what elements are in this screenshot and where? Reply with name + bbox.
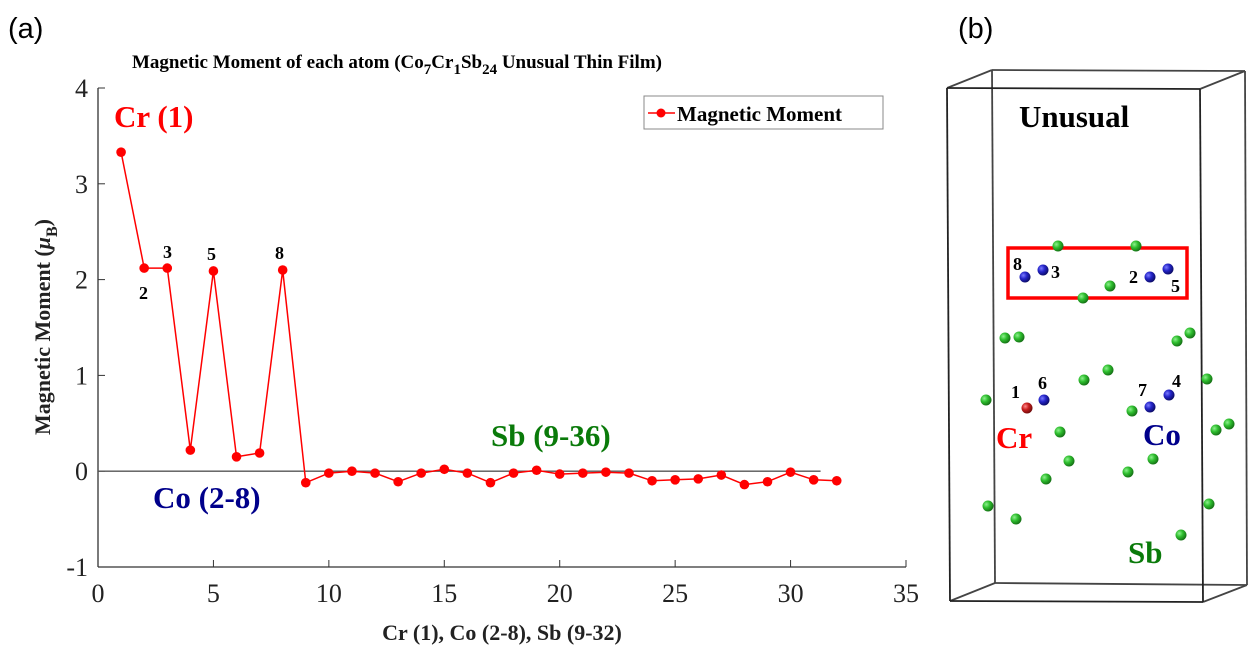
x-tick-label: 5 [207, 579, 220, 608]
unit-cell-box [946, 69, 1248, 603]
x-ticks: 0 5 10 15 20 25 30 35 [92, 560, 919, 608]
data-point [277, 265, 288, 275]
y-ticks: -1 0 1 2 3 4 [66, 74, 105, 582]
data-point [485, 477, 496, 488]
y-tick-label: 1 [75, 361, 88, 390]
x-axis-label: Cr (1), Co (2-8), Sb (9-32) [382, 620, 622, 645]
y-tick-label: -1 [66, 553, 88, 582]
data-point [393, 476, 403, 487]
data-point [324, 468, 334, 478]
x-tick-label: 25 [662, 579, 688, 608]
structure-title: Unusual [1019, 99, 1130, 134]
x-tick-label: 35 [893, 579, 919, 608]
annotation-co: Co (2-8) [153, 480, 261, 515]
atom-label-2: 2 [1129, 267, 1138, 287]
highlight-box [1006, 246, 1189, 300]
y-tick-label: 2 [75, 266, 88, 295]
data-point [601, 467, 611, 477]
legend: Magnetic Moment [643, 95, 884, 130]
data-point [531, 465, 542, 476]
atom-label-6: 6 [1038, 373, 1047, 393]
data-point [300, 477, 311, 488]
x-tick-label: 0 [92, 579, 105, 608]
legend-marker-icon [656, 108, 666, 118]
data-point [762, 476, 773, 487]
data-point [254, 448, 265, 458]
data-point [162, 263, 173, 273]
annotation-sb: Sb (9-36) [491, 418, 611, 453]
structure-b: Unusual [946, 69, 1248, 603]
data-point [578, 468, 588, 478]
legend-label: Magnetic Moment [677, 102, 842, 126]
x-tick-label: 20 [547, 579, 573, 608]
data-point [139, 263, 149, 273]
point-label-8: 8 [275, 243, 284, 263]
point-label-3: 3 [163, 242, 172, 262]
data-point [808, 475, 819, 485]
x-tick-label: 30 [778, 579, 804, 608]
atom-label-8: 8 [1013, 254, 1022, 274]
data-point [185, 445, 196, 455]
data-point [670, 475, 680, 485]
data-point [693, 474, 704, 484]
y-tick-label: 4 [75, 74, 88, 103]
atom-label-7: 7 [1138, 380, 1147, 400]
y-tick-label: 3 [75, 170, 88, 199]
data-point [208, 266, 219, 276]
data-point [116, 147, 126, 157]
data-point [831, 475, 842, 486]
atom-label-3: 3 [1051, 262, 1060, 282]
data-point [439, 464, 450, 475]
data-point [716, 470, 727, 480]
y-axis-label: Magnetic Moment (μB) [30, 219, 61, 435]
point-label-5: 5 [207, 244, 216, 264]
y-tick-label: 0 [75, 457, 88, 486]
magnetic-moment-markers [116, 147, 842, 490]
data-point [416, 468, 427, 478]
cr-atom [1021, 402, 1033, 414]
co-atoms [1019, 263, 1175, 413]
data-point [647, 475, 657, 486]
data-point [785, 467, 796, 477]
sb-atoms [980, 240, 1235, 541]
data-point [462, 468, 473, 478]
atom-label-1: 1 [1011, 382, 1020, 402]
panel-b-label: (b) [958, 13, 993, 45]
element-label-sb: Sb [1128, 535, 1162, 570]
chart-a: Magnetic Moment of each atom (Co7Cr1Sb24… [30, 52, 919, 645]
element-label-co: Co [1143, 417, 1181, 452]
data-point [347, 466, 357, 477]
data-point [370, 468, 380, 478]
data-point [739, 479, 750, 490]
data-point [554, 469, 565, 479]
legend-box [643, 95, 884, 130]
annotation-cr: Cr (1) [114, 99, 193, 134]
atom-label-5: 5 [1171, 276, 1180, 296]
element-label-cr: Cr [996, 420, 1032, 455]
point-label-2: 2 [139, 283, 148, 303]
panel-a-label: (a) [8, 13, 43, 45]
data-point [231, 452, 242, 462]
x-tick-label: 10 [316, 579, 342, 608]
chart-title: Magnetic Moment of each atom (Co7Cr1Sb24… [132, 52, 662, 78]
magnetic-moment-line [120, 152, 837, 486]
x-tick-label: 15 [431, 579, 457, 608]
data-point [624, 468, 634, 478]
atom-label-4: 4 [1172, 371, 1181, 391]
data-point [508, 468, 519, 478]
